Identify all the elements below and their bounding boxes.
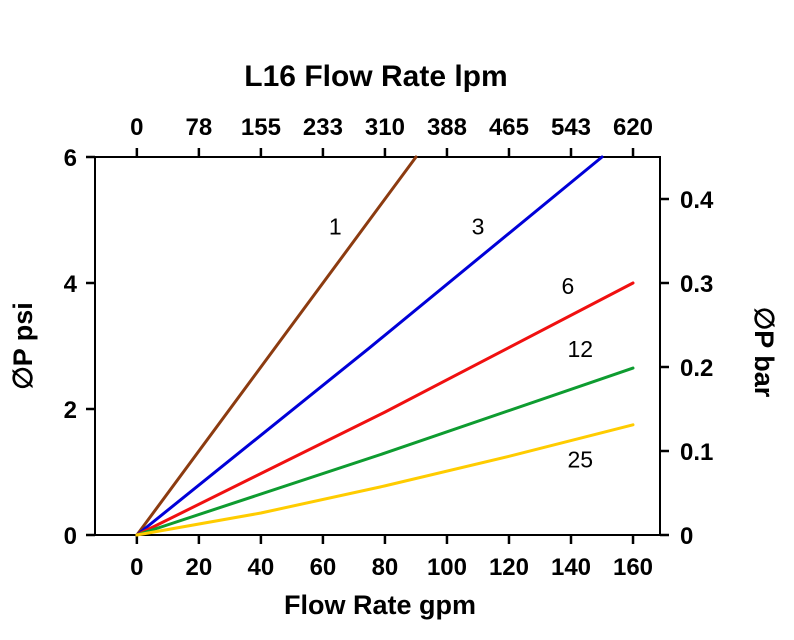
x-tick-label-lpm: 233 <box>303 114 343 141</box>
series-label-12: 12 <box>568 336 594 362</box>
series-label-25: 25 <box>568 446 594 472</box>
series-6: 6 <box>135 273 635 537</box>
x-tick-label-lpm: 388 <box>427 114 467 141</box>
y-tick-label-psi: 0 <box>64 523 77 550</box>
x-tick-label-gpm: 0 <box>130 554 143 581</box>
plot-frame <box>94 156 661 536</box>
series-line-12 <box>135 366 635 537</box>
y-tick-label-psi: 2 <box>64 397 77 424</box>
series-line-25 <box>135 423 635 537</box>
series-25: 25 <box>135 423 635 537</box>
x-tick-label-gpm: 160 <box>613 554 653 581</box>
y-axis-ticks-right: 0 0.1 0.2 0.3 0.4 <box>660 187 714 550</box>
series-3: 3 <box>135 155 604 537</box>
x-tick-label-gpm: 120 <box>489 554 529 581</box>
y-axis-title-left: ∅P psi <box>8 302 38 390</box>
y-tick-label-bar: 0.3 <box>680 271 713 298</box>
x-axis-ticks: 0 0 20 78 40 155 60 233 80 310 100 388 120 465 140 543 1… <box>130 114 653 581</box>
y-tick-label-bar: 0.2 <box>680 355 713 382</box>
x-tick-label-lpm: 543 <box>551 114 591 141</box>
chart-title-top-axis: L16 Flow Rate lpm <box>244 60 507 93</box>
x-tick-label-gpm: 60 <box>310 554 337 581</box>
series-line-3 <box>135 155 604 537</box>
x-tick-label-lpm: 155 <box>241 114 281 141</box>
series-label-3: 3 <box>472 213 485 239</box>
series-label-1: 1 <box>329 213 342 239</box>
x-tick-label-gpm: 80 <box>372 554 399 581</box>
y-axis-ticks-left: 0 2 4 6 <box>64 145 95 550</box>
x-tick-label-gpm: 100 <box>427 554 467 581</box>
series-12: 12 <box>135 336 635 537</box>
x-axis-title-bottom: Flow Rate gpm <box>284 590 476 620</box>
x-tick-label-gpm: 20 <box>186 554 213 581</box>
x-tick-label-lpm: 310 <box>365 114 405 141</box>
y-tick-label-bar: 0.4 <box>680 187 714 214</box>
x-tick-label-lpm: 620 <box>613 114 653 141</box>
x-tick-label-gpm: 140 <box>551 554 591 581</box>
x-tick-label-lpm: 78 <box>186 114 213 141</box>
y-axis-title-right: ∅P bar <box>749 307 779 398</box>
y-tick-label-bar: 0.1 <box>680 439 713 466</box>
y-tick-label-psi: 4 <box>64 271 78 298</box>
x-tick-label-lpm: 465 <box>489 114 529 141</box>
series-line-1 <box>135 155 418 537</box>
series-1: 1 <box>135 155 418 537</box>
series-label-6: 6 <box>562 273 575 299</box>
series-line-6 <box>135 281 635 537</box>
y-tick-label-bar: 0 <box>680 523 693 550</box>
y-tick-label-psi: 6 <box>64 145 77 172</box>
plot-area: 0020784015560233803101003881204651405431… <box>64 114 714 581</box>
x-tick-label-lpm: 0 <box>130 114 143 141</box>
x-tick-label-gpm: 40 <box>248 554 275 581</box>
